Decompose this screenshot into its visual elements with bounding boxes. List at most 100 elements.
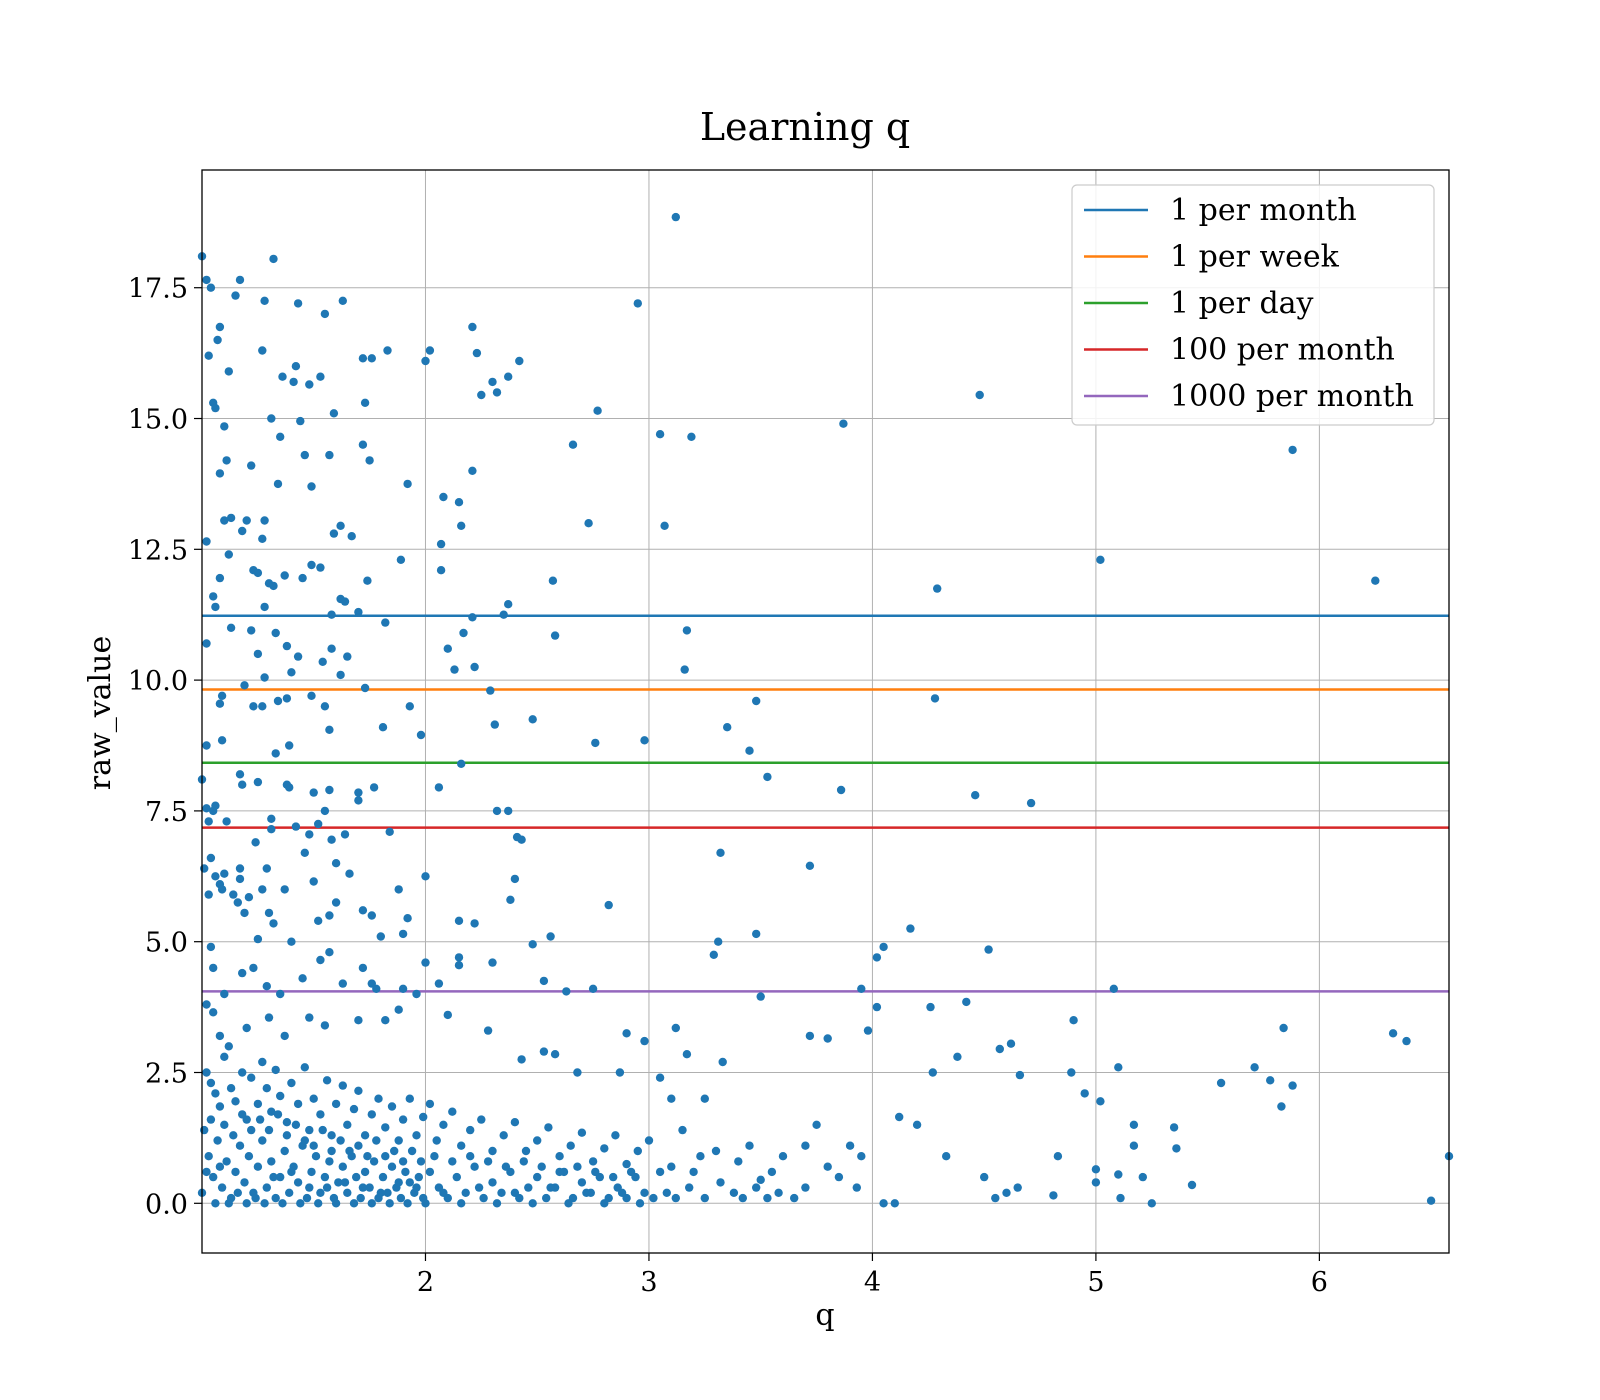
scatter-point	[316, 563, 325, 572]
scatter-point	[756, 992, 765, 1001]
scatter-point	[220, 422, 229, 431]
scatter-point	[329, 409, 339, 418]
scatter-point	[293, 652, 303, 661]
scatter-point	[206, 853, 216, 863]
scatter-point	[358, 963, 368, 973]
scatter-point	[280, 571, 289, 580]
scatter-point	[260, 296, 269, 305]
scatter-point	[778, 1152, 788, 1161]
scatter-point	[224, 1199, 233, 1208]
scatter-point	[550, 1050, 560, 1059]
scatter-point	[468, 322, 477, 332]
scatter-point	[752, 929, 761, 939]
scatter-point	[220, 1052, 229, 1062]
scatter-point	[588, 1157, 598, 1166]
scatter-point	[262, 1183, 271, 1192]
scatter-point	[356, 1193, 365, 1203]
scatter-point	[253, 1099, 263, 1109]
scatter-point	[334, 1178, 343, 1187]
scatter-point	[238, 526, 247, 536]
scatter-point	[307, 691, 316, 700]
scatter-point	[338, 296, 347, 305]
scatter-point	[801, 1141, 810, 1150]
scatter-point	[367, 1110, 376, 1119]
scatter-point	[293, 1099, 303, 1109]
scatter-point	[544, 1123, 553, 1132]
scatter-point	[309, 1094, 318, 1103]
scatter-point	[235, 874, 245, 884]
scatter-point	[305, 1183, 314, 1192]
scatter-point	[215, 573, 225, 583]
scatter-point	[305, 380, 314, 389]
scatter-point	[436, 566, 446, 575]
scatter-point	[280, 1031, 289, 1041]
scatter-point	[229, 890, 238, 899]
scatter-point	[220, 989, 229, 999]
scatter-point	[300, 1063, 309, 1072]
scatter-point	[360, 1167, 370, 1177]
scatter-point	[416, 1157, 426, 1166]
scatter-point	[390, 1146, 399, 1156]
scatter-point	[593, 406, 602, 415]
scatter-point	[655, 430, 665, 439]
scatter-point	[942, 1152, 951, 1161]
scatter-point	[528, 715, 537, 724]
scatter-point	[745, 1141, 754, 1150]
scatter-point	[439, 492, 448, 502]
scatter-point	[640, 1036, 649, 1046]
scatter-point	[305, 1125, 314, 1135]
scatter-point	[1096, 555, 1105, 564]
scatter-point	[249, 702, 258, 711]
scatter-point	[667, 1162, 676, 1171]
scatter-point	[253, 1162, 263, 1171]
scatter-point	[260, 516, 269, 525]
scatter-point	[311, 1152, 321, 1161]
scatter-point	[307, 482, 316, 491]
scatter-point	[226, 1084, 236, 1093]
scatter-point	[443, 1010, 452, 1020]
scatter-point	[1049, 1191, 1058, 1200]
scatter-point	[412, 1183, 421, 1192]
scatter-point	[756, 1175, 765, 1185]
scatter-point	[305, 1013, 314, 1022]
scatter-point	[1096, 1097, 1105, 1106]
y-axis-ticks: 0.0 2.5 5.0 7.5 10.0 12.5 15.0 17.5	[128, 274, 202, 1220]
scatter-point	[233, 898, 242, 907]
scatter-point	[396, 1193, 406, 1203]
scatter-point	[343, 1120, 352, 1130]
scatter-point	[363, 1152, 372, 1161]
scatter-point	[267, 1107, 276, 1116]
scatter-point	[689, 1167, 698, 1177]
scatter-point	[436, 539, 446, 549]
scatter-point	[1147, 1199, 1157, 1208]
scatter-point	[269, 581, 278, 591]
scatter-point	[200, 864, 209, 873]
scatter-point	[640, 736, 649, 745]
y-tick-label: 0.0	[145, 1189, 188, 1220]
scatter-point	[1402, 1036, 1411, 1046]
scatter-point	[276, 1172, 285, 1182]
scatter-point	[1109, 984, 1119, 993]
scatter-point	[204, 817, 213, 826]
scatter-point	[472, 348, 482, 358]
scatter-point	[421, 1199, 430, 1208]
scatter-point	[354, 607, 363, 617]
scatter-point	[204, 890, 213, 899]
scatter-point	[845, 1141, 855, 1150]
scatter-point	[387, 1162, 397, 1171]
scatter-point	[454, 961, 464, 970]
scatter-point	[568, 440, 578, 449]
scatter-point	[1388, 1029, 1398, 1038]
scatter-point	[644, 1136, 654, 1145]
scatter-point	[412, 1131, 421, 1140]
scatter-point	[325, 911, 334, 920]
scatter-point	[852, 1183, 861, 1192]
scatter-point	[327, 1131, 336, 1140]
scatter-point	[492, 806, 502, 816]
scatter-point	[343, 1188, 352, 1198]
scatter-point	[1015, 1070, 1025, 1080]
scatter-point	[247, 1073, 256, 1082]
scatter-point	[360, 683, 370, 693]
scatter-point	[1069, 1016, 1078, 1025]
